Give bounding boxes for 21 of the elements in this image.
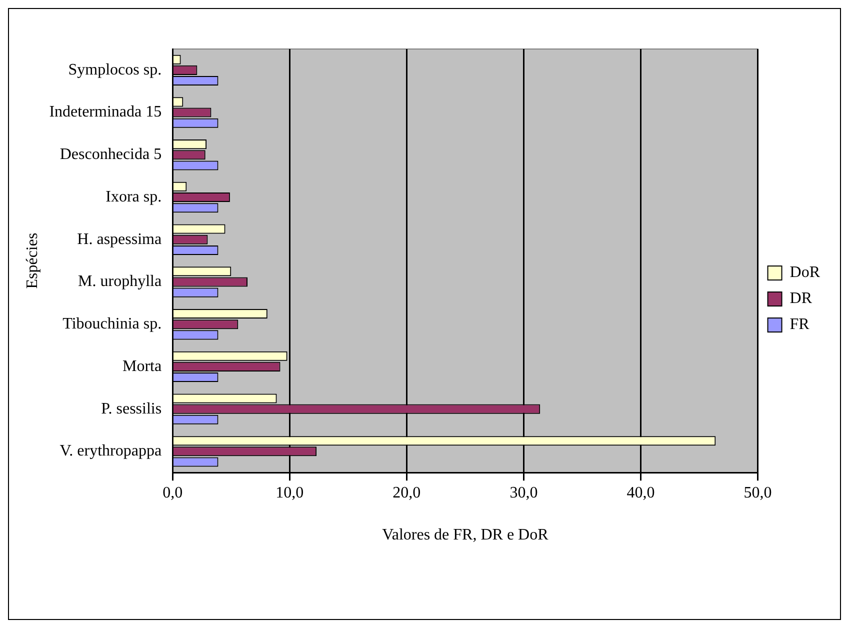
y-tick-label: Symplocos sp. <box>68 61 162 78</box>
x-tick-label: 40,0 <box>626 484 655 502</box>
y-tick-label: Ixora sp. <box>106 188 162 206</box>
x-tick-label: 10,0 <box>276 484 304 502</box>
x-tick-label: 20,0 <box>392 484 421 502</box>
y-tick-label: Morta <box>122 358 162 375</box>
y-tick-label: M. urophylla <box>78 273 162 290</box>
y-tick-label: V. erythropappa <box>60 442 162 460</box>
x-axis-title: Valores de FR, DR e DoR <box>382 526 549 544</box>
y-axis-title: Espécies <box>24 232 41 289</box>
y-tick-label: Desconhecida 5 <box>60 146 162 164</box>
x-tick-label: 0,0 <box>162 484 183 502</box>
y-tick-label: Indeterminada 15 <box>49 104 162 121</box>
y-tick-label: P. sessilis <box>101 400 162 418</box>
legend-label: DR <box>790 290 812 308</box>
x-tick-label: 30,0 <box>510 484 538 502</box>
legend-label: FR <box>790 316 810 334</box>
y-tick-label: H. aspessima <box>77 230 162 248</box>
x-tick-label: 50,0 <box>744 484 772 502</box>
legend-label: DoR <box>790 264 820 282</box>
y-tick-label: Tibouchinia sp. <box>62 316 162 333</box>
